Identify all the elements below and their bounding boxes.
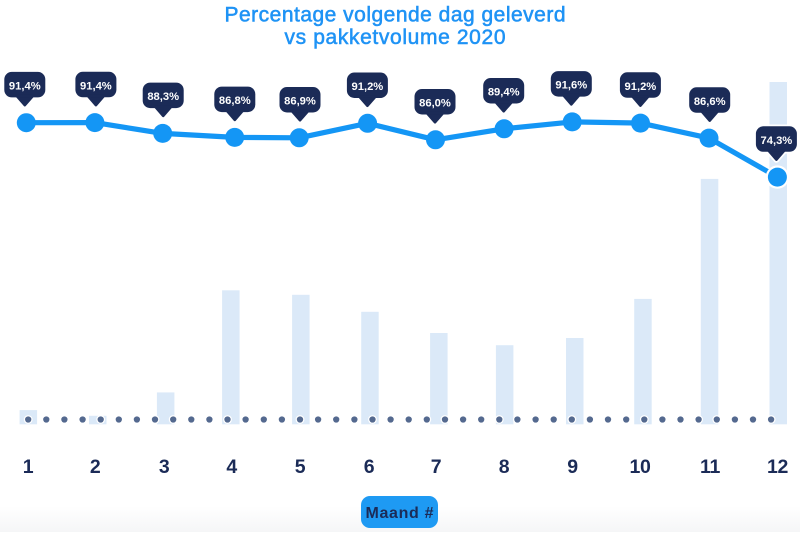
svg-text:1: 1 — [23, 456, 34, 478]
svg-text:8: 8 — [499, 456, 510, 478]
svg-text:91,2%: 91,2% — [625, 81, 657, 93]
svg-text:9: 9 — [567, 456, 578, 478]
svg-text:vs pakketvolume 2020: vs pakketvolume 2020 — [285, 26, 506, 49]
svg-text:6: 6 — [364, 456, 375, 478]
svg-text:11: 11 — [700, 456, 720, 478]
svg-text:86,0%: 86,0% — [419, 98, 451, 110]
svg-text:86,6%: 86,6% — [694, 96, 726, 108]
svg-text:3: 3 — [159, 456, 170, 478]
svg-text:Maand #: Maand # — [366, 505, 434, 522]
svg-text:91,4%: 91,4% — [80, 80, 112, 92]
svg-text:Percentage volgende dag geleve: Percentage volgende dag geleverd — [225, 4, 566, 27]
svg-text:86,8%: 86,8% — [219, 95, 251, 107]
svg-text:89,4%: 89,4% — [488, 87, 520, 99]
svg-text:91,2%: 91,2% — [352, 81, 384, 93]
svg-text:86,9%: 86,9% — [284, 96, 316, 108]
svg-text:4: 4 — [226, 456, 237, 478]
svg-text:7: 7 — [431, 456, 442, 478]
svg-text:88,3%: 88,3% — [147, 91, 179, 103]
svg-text:91,4%: 91,4% — [9, 81, 41, 93]
svg-text:91,6%: 91,6% — [555, 80, 587, 92]
svg-text:5: 5 — [295, 456, 306, 478]
svg-text:74,3%: 74,3% — [761, 135, 793, 147]
svg-text:2: 2 — [90, 456, 101, 478]
svg-text:10: 10 — [629, 456, 651, 478]
svg-text:12: 12 — [767, 456, 789, 478]
